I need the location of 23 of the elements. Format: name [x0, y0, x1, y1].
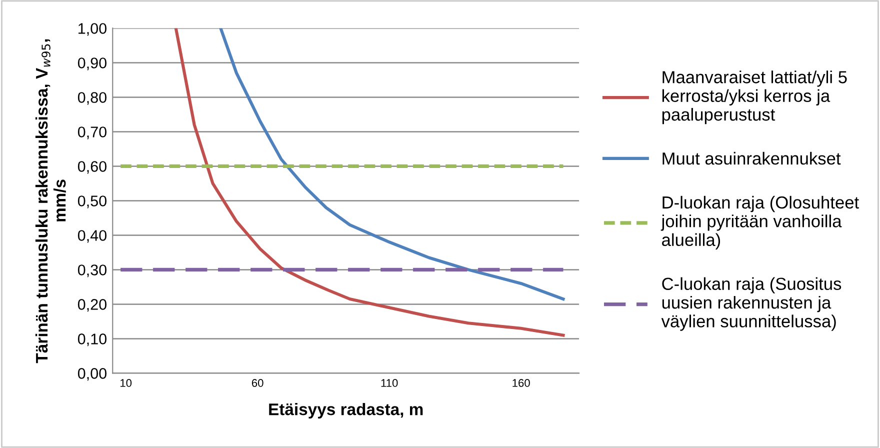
y-tick-label: 0,10 — [78, 334, 106, 346]
y-tick-label: 0,40 — [78, 230, 106, 243]
y-tick-label: 0,70 — [78, 126, 106, 140]
y-tick-label: 0,90 — [78, 58, 106, 70]
x-tick-label: 10 — [120, 379, 132, 387]
legend-label: D-luokan raja (Olosuhteet joihin pyritään vanhoilla alueilla) — [660, 196, 859, 250]
x-axis-title: Etäisyys radasta, m — [269, 402, 423, 419]
y-tick-label: 1,00 — [78, 23, 106, 36]
line-series — [174, 28, 565, 337]
legend-label: Muut asuinrakennukset — [662, 152, 841, 165]
legend-label: C-luokan raja (Suositus uusien rakennusten ja väylien suunnittelussa) — [661, 277, 842, 331]
y-tick-label: 0,00 — [78, 368, 106, 381]
y-tick-label: 0,50 — [78, 196, 106, 208]
text: Tärinän tunnusluku rakennuksissa, V$_{w95}$, mm/s — [35, 39, 66, 364]
y-tick-label: 0,20 — [78, 299, 106, 312]
y-tick-label: 0,60 — [78, 161, 106, 174]
line-series — [219, 28, 565, 301]
y-tick-label: 0,30 — [78, 264, 106, 278]
legend-label: Maanvaraiset lattiat/yli 5 kerrosta/yksi kerros ja paaluperustust — [662, 70, 847, 124]
y-tick-label: 0,80 — [78, 92, 106, 105]
x-tick-label: 110 — [381, 379, 398, 387]
x-tick-label: 160 — [512, 379, 530, 387]
x-tick-label: 60 — [252, 379, 264, 387]
